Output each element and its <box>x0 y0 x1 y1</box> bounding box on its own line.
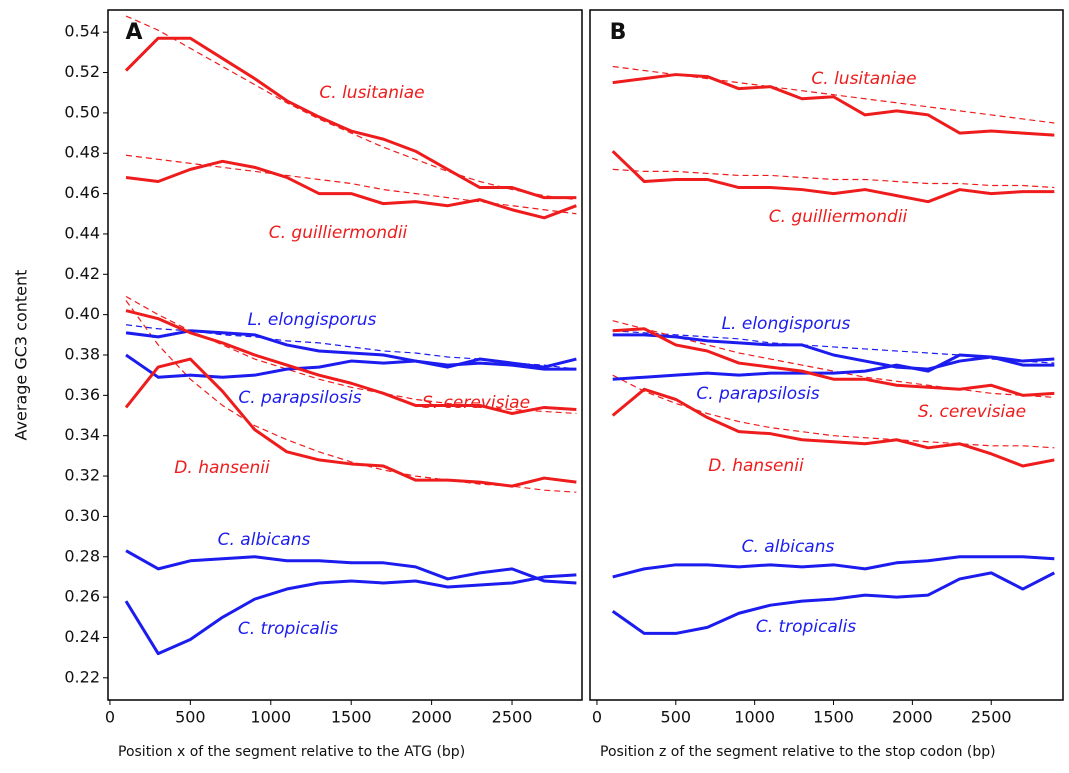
y-tick-label: 0.36 <box>64 385 100 404</box>
series-line <box>124 357 577 488</box>
y-axis-label: Average GC3 content <box>12 270 31 441</box>
series-label: S. cerevisiae <box>422 393 530 413</box>
y-tick-label: 0.24 <box>64 627 100 646</box>
x-tick-label: 0 <box>105 708 115 727</box>
x-tick-label: 0 <box>592 708 602 727</box>
series-label: C. albicans <box>218 530 311 550</box>
x-tick-label: 2500 <box>971 708 1012 727</box>
series-label: C. lusitaniae <box>319 83 424 103</box>
y-tick-label: 0.38 <box>64 345 100 364</box>
series-label: L. elongisporus <box>722 314 851 334</box>
y-tick-label: 0.48 <box>64 143 100 162</box>
series-label: C. lusitaniae <box>811 69 916 89</box>
fit-line <box>125 154 577 215</box>
plot-frame <box>589 9 1064 701</box>
series-line <box>125 549 577 585</box>
x-tick-label: 1500 <box>331 708 372 727</box>
y-tick-label: 0.52 <box>64 62 100 81</box>
y-tick-label: 0.40 <box>64 304 100 323</box>
x-tick-label: 1000 <box>250 708 291 727</box>
y-tick-label: 0.50 <box>64 102 100 121</box>
y-tick-label: 0.32 <box>64 466 100 485</box>
y-tick-label: 0.28 <box>64 546 100 565</box>
y-tick-label: 0.54 <box>64 22 100 41</box>
x-tick-label: 500 <box>175 708 206 727</box>
series-line <box>125 353 577 379</box>
y-tick-label: 0.34 <box>64 425 100 444</box>
fit-line <box>125 15 577 201</box>
series-label: S. cerevisiae <box>918 402 1026 422</box>
x-tick-label: 2500 <box>492 708 533 727</box>
x-tick-label: 2000 <box>411 708 452 727</box>
series-label: C. tropicalis <box>756 617 856 637</box>
fit-line <box>125 300 577 493</box>
y-tick-label: 0.46 <box>64 183 100 202</box>
series-line <box>612 333 1055 371</box>
panel-title: A <box>125 20 142 45</box>
panel-title: B <box>610 20 627 45</box>
series-line <box>125 329 577 371</box>
series-line <box>612 555 1055 579</box>
y-tick-label: 0.44 <box>64 223 100 242</box>
series-line <box>612 327 1055 397</box>
y-tick-label: 0.30 <box>64 506 100 525</box>
y-tick-label: 0.26 <box>64 587 100 606</box>
x-tick-label: 2000 <box>892 708 933 727</box>
x-tick-label: 500 <box>661 708 692 727</box>
series-label: L. elongisporus <box>248 310 377 330</box>
series-label: C. albicans <box>742 537 835 557</box>
series-label: C. guilliermondii <box>769 207 908 227</box>
fit-line <box>612 168 1055 189</box>
series-line <box>124 36 577 200</box>
series-label: C. tropicalis <box>238 619 338 639</box>
x-tick-label: 1500 <box>813 708 854 727</box>
series-line <box>611 387 1055 468</box>
series-line <box>611 150 1055 204</box>
series-line <box>611 571 1056 635</box>
series-line <box>124 573 577 656</box>
series-line <box>125 309 577 416</box>
series-line <box>125 159 577 220</box>
series-label: C. parapsilosis <box>238 388 361 408</box>
series-label: C. guilliermondii <box>269 223 408 243</box>
series-label: D. hansenii <box>708 456 804 476</box>
x-tick-label: 1000 <box>734 708 775 727</box>
series-label: D. hansenii <box>174 458 270 478</box>
y-tick-label: 0.42 <box>64 264 100 283</box>
y-tick-label: 0.22 <box>64 667 100 686</box>
series-line <box>612 73 1055 137</box>
x-axis-label: Position x of the segment relative to th… <box>118 744 465 760</box>
series-line <box>612 353 1055 381</box>
fit-line <box>612 330 1055 364</box>
x-axis-label: Position z of the segment relative to th… <box>600 744 996 760</box>
series-label: C. parapsilosis <box>696 384 819 404</box>
plot-frame <box>107 9 583 701</box>
